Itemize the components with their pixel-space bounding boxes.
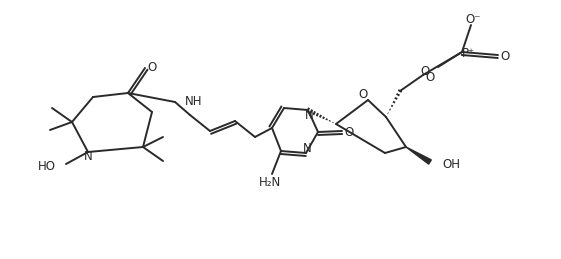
Text: O⁻: O⁻ <box>465 12 481 25</box>
Text: O: O <box>148 61 157 74</box>
Text: NH: NH <box>185 95 203 107</box>
Text: H₂N: H₂N <box>259 176 281 190</box>
Text: O: O <box>425 70 435 83</box>
Text: N: N <box>305 109 314 121</box>
Text: O: O <box>421 64 430 77</box>
Text: P⁺: P⁺ <box>462 47 475 60</box>
Text: OH: OH <box>442 157 460 170</box>
Text: HO: HO <box>38 160 56 172</box>
Polygon shape <box>406 147 431 164</box>
Text: O: O <box>358 88 367 100</box>
Text: N: N <box>84 149 93 162</box>
Text: O: O <box>344 126 353 139</box>
Text: N: N <box>302 141 311 155</box>
Text: O: O <box>500 49 509 62</box>
